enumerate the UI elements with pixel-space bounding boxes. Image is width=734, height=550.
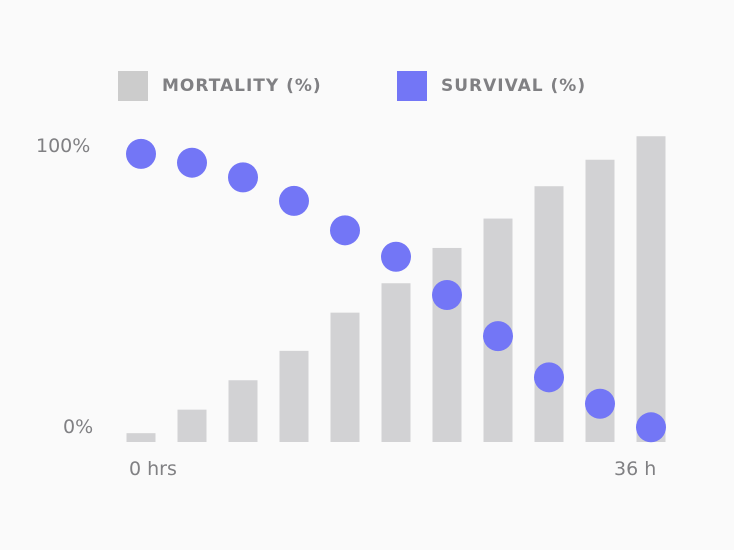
survival-dot <box>534 362 564 393</box>
survival-dot <box>228 162 258 193</box>
y-tick-0: 0% <box>63 416 94 438</box>
legend-label-mortality: MORTALITY (%) <box>162 76 322 96</box>
survival-dot <box>330 215 360 246</box>
x-tick-end: 36 h <box>614 458 657 480</box>
mortality-bar <box>381 283 411 442</box>
legend-swatch-mortality <box>118 71 148 101</box>
survival-dot <box>381 241 411 272</box>
mortality-bar <box>534 186 564 442</box>
survival-dot <box>177 147 207 178</box>
mortality-bar <box>432 247 462 442</box>
legend-swatch-survival <box>397 71 427 101</box>
mortality-bar <box>279 350 309 442</box>
mortality-bar <box>126 433 156 442</box>
survival-dot <box>126 138 156 169</box>
mortality-bar <box>177 409 207 442</box>
mortality-bar <box>636 136 666 443</box>
survival-dot <box>432 280 462 310</box>
survival-dot <box>279 185 309 216</box>
mortality-bar <box>228 380 258 442</box>
survival-dot <box>585 388 615 419</box>
x-tick-start: 0 hrs <box>129 458 177 480</box>
legend-item-mortality: MORTALITY (%) <box>118 71 322 101</box>
legend-item-survival: SURVIVAL (%) <box>397 71 586 101</box>
legend-label-survival: SURVIVAL (%) <box>441 76 587 96</box>
survival-dot <box>636 412 666 443</box>
survival-dot <box>483 321 513 352</box>
mortality-bar <box>330 312 360 442</box>
y-tick-100: 100% <box>36 135 91 157</box>
